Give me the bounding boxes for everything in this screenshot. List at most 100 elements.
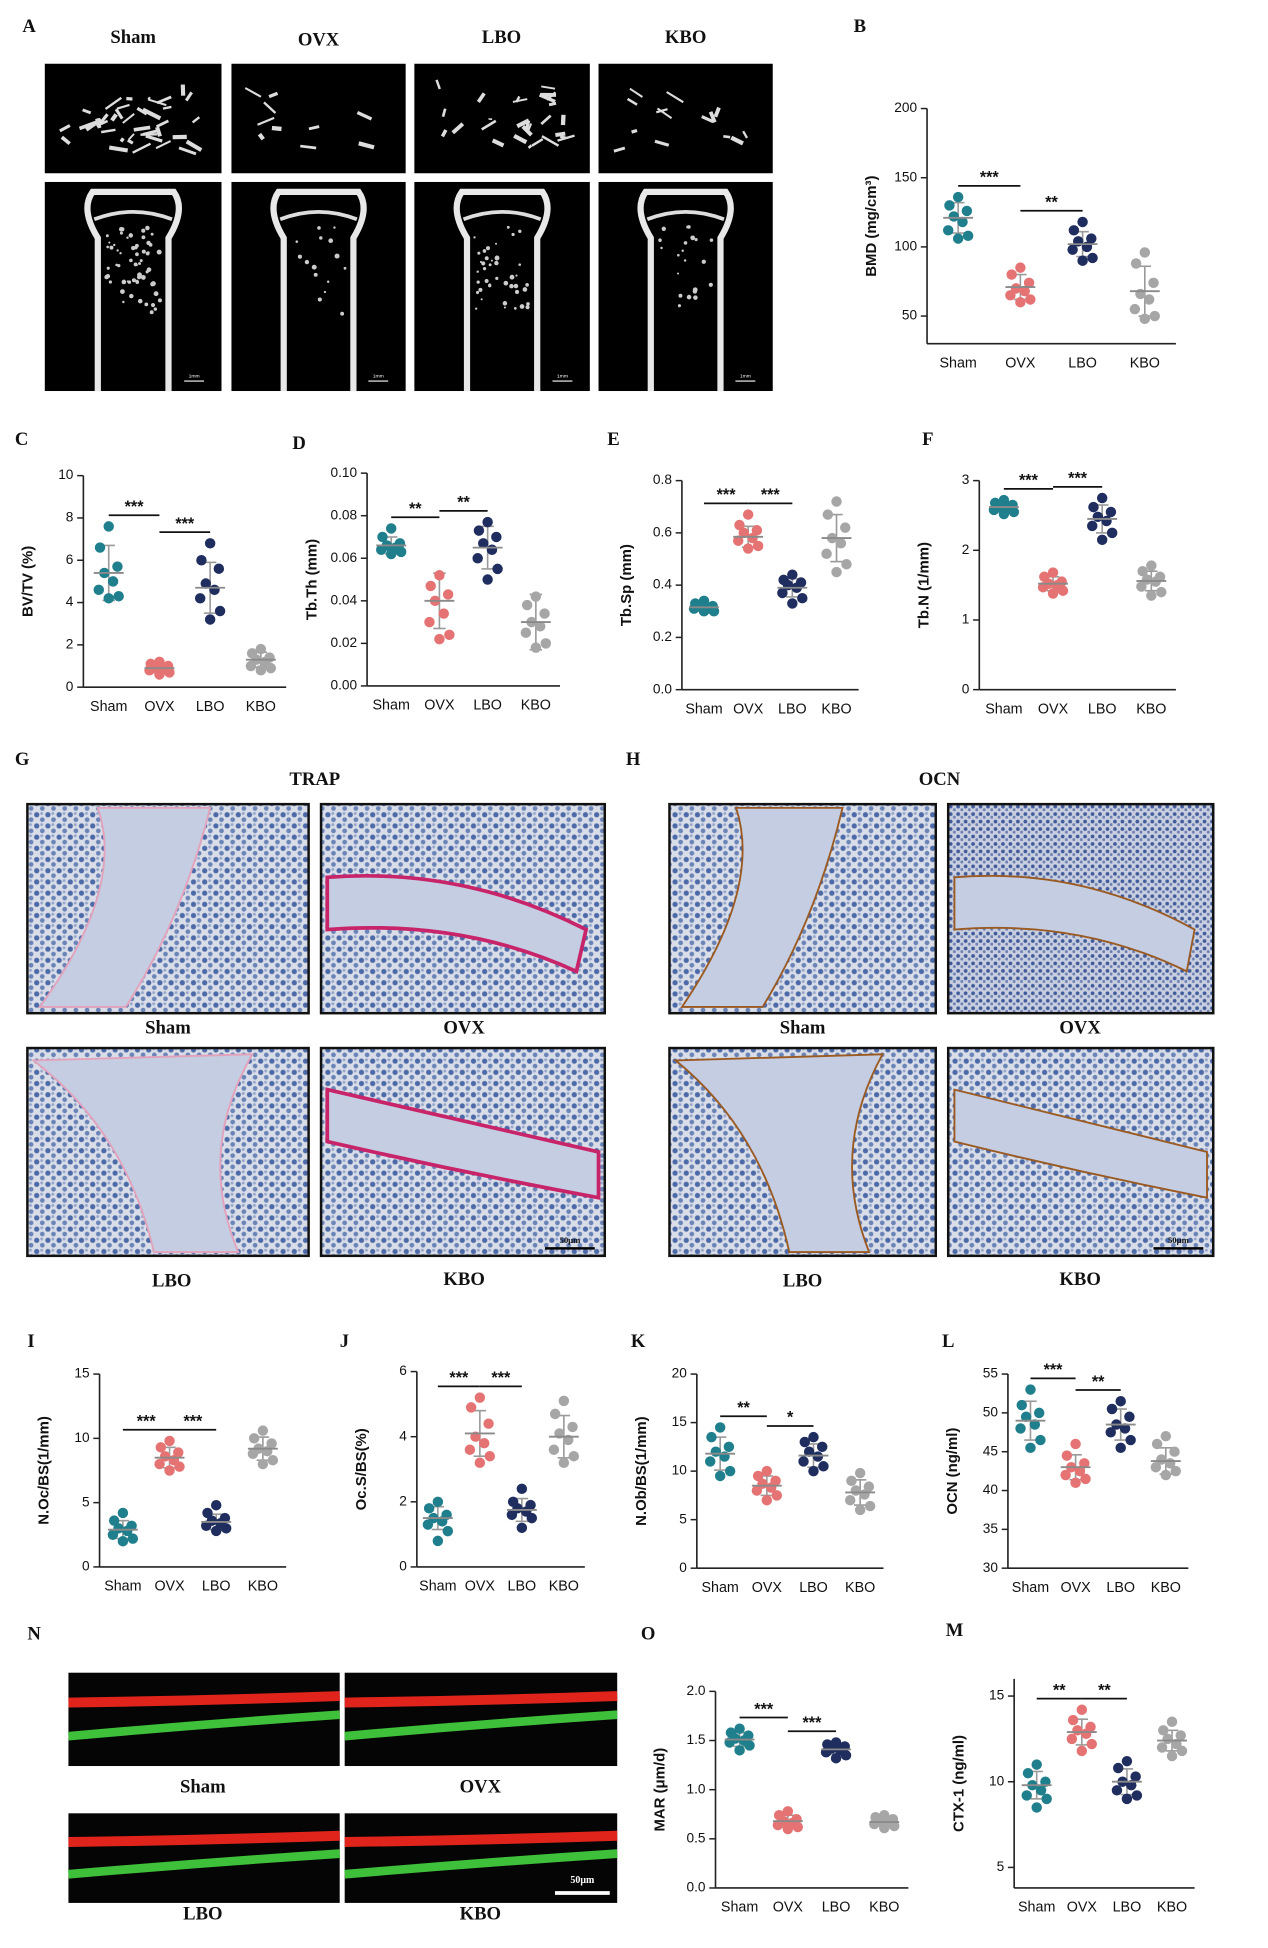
trabecula bbox=[527, 144, 533, 149]
panel-title: TRAP bbox=[289, 769, 340, 790]
trabecula bbox=[541, 85, 556, 90]
data-point bbox=[506, 1509, 518, 1521]
trabecula bbox=[135, 279, 139, 283]
data-point bbox=[1067, 244, 1078, 255]
x-tick-label: OVX bbox=[154, 1579, 185, 1595]
trabecula bbox=[153, 307, 158, 311]
trabecula bbox=[135, 252, 139, 257]
panel-letter: A bbox=[22, 16, 36, 37]
y-tick-label: 200 bbox=[894, 100, 917, 115]
y-axis-label: Tb.Sp (mm) bbox=[618, 544, 635, 626]
trabecula bbox=[150, 232, 154, 236]
image-label: OVX bbox=[460, 1777, 502, 1798]
panel-letter: N bbox=[27, 1624, 41, 1645]
data-point bbox=[1070, 1477, 1081, 1488]
data-point bbox=[698, 606, 710, 617]
data-point bbox=[127, 1533, 139, 1544]
data-point bbox=[863, 1481, 875, 1492]
data-point bbox=[385, 548, 397, 560]
trabecula bbox=[516, 118, 530, 129]
trabecula bbox=[184, 91, 193, 102]
data-point bbox=[808, 1431, 819, 1443]
data-point bbox=[1047, 567, 1059, 578]
y-tick-label: 2 bbox=[399, 1493, 407, 1508]
x-tick-label: Sham bbox=[985, 701, 1022, 717]
y-tick-label: 0 bbox=[679, 1560, 687, 1575]
trabecula bbox=[509, 274, 515, 280]
data-point bbox=[1066, 1733, 1078, 1745]
data-point bbox=[548, 1444, 560, 1455]
x-tick-label: Sham bbox=[104, 1579, 141, 1595]
trabecula bbox=[141, 249, 146, 254]
data-point bbox=[1148, 277, 1159, 289]
data-point bbox=[376, 544, 387, 555]
trabecula bbox=[683, 241, 688, 245]
trabecula bbox=[145, 225, 150, 231]
data-point bbox=[738, 527, 750, 539]
data-point bbox=[432, 1496, 444, 1508]
x-tick-label: LBO bbox=[1088, 701, 1117, 717]
data-point bbox=[869, 1818, 880, 1830]
trabecula bbox=[60, 135, 71, 146]
y-tick-label: 0 bbox=[399, 1559, 407, 1574]
y-tick-label: 5 bbox=[679, 1511, 687, 1526]
data-point bbox=[879, 1822, 890, 1834]
data-point bbox=[1139, 247, 1151, 258]
calcein-label bbox=[68, 1849, 340, 1879]
x-tick-label: OVX bbox=[144, 699, 175, 715]
trabecula bbox=[129, 293, 134, 299]
data-point bbox=[1086, 233, 1097, 244]
y-tick-label: 15 bbox=[672, 1414, 688, 1429]
growth-plate bbox=[279, 210, 358, 222]
trabecula bbox=[540, 114, 552, 125]
trabecula bbox=[313, 272, 318, 277]
trabecula bbox=[525, 283, 529, 287]
trabecula bbox=[126, 138, 134, 145]
data-point bbox=[816, 1441, 828, 1453]
x-tick-label: KBO bbox=[549, 1579, 579, 1595]
y-tick-label: 50 bbox=[902, 308, 918, 323]
data-point bbox=[1087, 252, 1098, 264]
data-point bbox=[714, 1422, 726, 1433]
trabecula bbox=[117, 264, 121, 268]
data-point bbox=[1079, 1458, 1090, 1469]
significance-label: *** bbox=[183, 1413, 203, 1431]
microct-femur bbox=[231, 181, 406, 392]
trabecula bbox=[137, 298, 143, 304]
y-tick-label: 0.06 bbox=[331, 550, 358, 565]
data-point bbox=[777, 587, 788, 599]
data-point bbox=[1160, 1469, 1172, 1481]
significance-label: ** bbox=[737, 1399, 750, 1417]
data-point bbox=[478, 538, 489, 549]
data-point bbox=[752, 540, 764, 552]
data-point bbox=[1015, 1423, 1026, 1434]
trabecula bbox=[660, 246, 663, 250]
trabecula bbox=[521, 125, 533, 137]
trabecula bbox=[105, 274, 111, 279]
panel-letter: E bbox=[607, 429, 619, 450]
trabecula bbox=[511, 232, 515, 237]
data-point bbox=[734, 1745, 745, 1756]
trabecula bbox=[482, 249, 487, 253]
trabecula bbox=[139, 259, 143, 263]
data-point bbox=[1074, 1465, 1086, 1477]
trabecula bbox=[435, 79, 441, 90]
x-tick-label: LBO bbox=[1068, 355, 1097, 371]
data-point bbox=[821, 548, 832, 560]
trabecula bbox=[131, 278, 136, 283]
trabecula bbox=[677, 304, 681, 308]
significance-label: *** bbox=[761, 486, 781, 504]
trabecula bbox=[656, 107, 673, 120]
data-point bbox=[747, 532, 758, 544]
trabecula bbox=[513, 133, 528, 145]
data-point bbox=[840, 522, 851, 533]
image-label: OVX bbox=[443, 1018, 485, 1039]
data-point bbox=[752, 1470, 764, 1482]
data-point bbox=[830, 1752, 842, 1764]
trabecula bbox=[491, 138, 505, 148]
image-label: Sham bbox=[110, 27, 156, 48]
trabecular-bone bbox=[680, 806, 844, 1008]
trabecula bbox=[155, 126, 162, 137]
data-point bbox=[117, 1535, 129, 1547]
data-point bbox=[1115, 1396, 1126, 1407]
